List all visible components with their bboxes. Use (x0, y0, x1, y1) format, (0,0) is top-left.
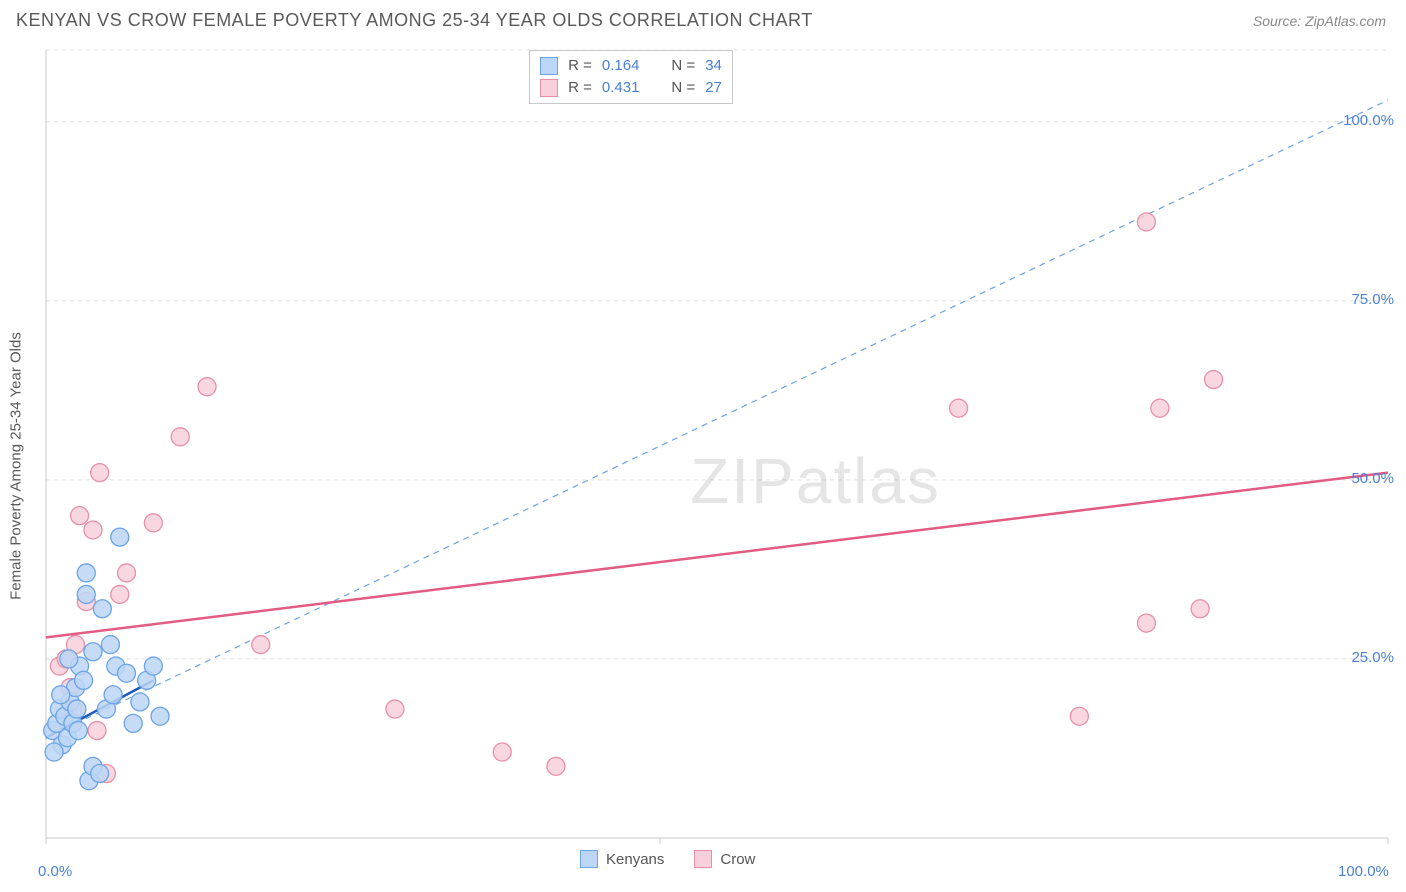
legend-swatch (540, 57, 558, 75)
n-label: N = (671, 55, 695, 77)
legend-item: Crow (694, 850, 755, 868)
legend-swatch (580, 850, 598, 868)
legend-swatch (540, 79, 558, 97)
n-value: 34 (705, 55, 722, 77)
chart-title: KENYAN VS CROW FEMALE POVERTY AMONG 25-3… (16, 10, 813, 31)
stats-legend-row: R = 0.431 N = 27 (540, 77, 722, 99)
y-tick-label: 75.0% (1351, 291, 1394, 308)
r-value: 0.164 (602, 55, 640, 77)
series-legend: Kenyans Crow (580, 850, 755, 868)
n-value: 27 (705, 77, 722, 99)
stats-legend-row: R = 0.164 N = 34 (540, 55, 722, 77)
scatter-chart (0, 40, 1406, 892)
legend-label: Crow (720, 851, 755, 868)
r-value: 0.431 (602, 77, 640, 99)
legend-item: Kenyans (580, 850, 664, 868)
r-label: R = (568, 77, 592, 99)
n-label: N = (671, 77, 695, 99)
y-tick-label: 100.0% (1343, 112, 1394, 129)
x-tick-label: 0.0% (38, 863, 72, 880)
stats-legend: R = 0.164 N = 34 R = 0.431 N = 27 (529, 50, 733, 104)
legend-swatch (694, 850, 712, 868)
chart-area: Female Poverty Among 25-34 Year Olds ZIP… (0, 40, 1406, 892)
y-tick-label: 50.0% (1351, 470, 1394, 487)
y-axis-title: Female Poverty Among 25-34 Year Olds (8, 332, 25, 600)
source-attribution: Source: ZipAtlas.com (1253, 13, 1386, 29)
x-tick-label: 100.0% (1338, 863, 1389, 880)
y-tick-label: 25.0% (1351, 649, 1394, 666)
legend-label: Kenyans (606, 851, 664, 868)
r-label: R = (568, 55, 592, 77)
